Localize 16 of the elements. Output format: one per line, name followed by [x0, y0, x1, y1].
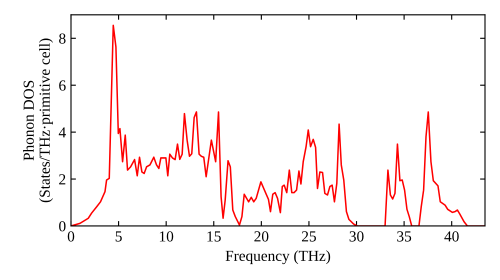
y-tick-label: 2 — [59, 174, 66, 184]
y-tick-label: 0 — [59, 221, 66, 232]
x-tick-label: 25 — [302, 231, 316, 242]
x-tick-label: 30 — [350, 231, 364, 242]
x-tick-label: 35 — [397, 231, 412, 242]
x-tick-label: 15 — [207, 231, 221, 242]
y-tick-label: 4 — [58, 127, 66, 138]
y-tick-label: 6 — [59, 80, 66, 91]
x-tick-label: 40 — [444, 231, 459, 242]
y-tick-label: 8 — [59, 33, 66, 44]
y-axis-title: Phonon DOS (States/THz·primitive cell) — [23, 38, 53, 202]
x-tick-label: 20 — [254, 231, 268, 242]
x-tick-label: 10 — [160, 231, 174, 242]
x-axis-title: Frequency (THz) — [226, 250, 330, 264]
x-tick-label: 5 — [116, 231, 122, 242]
x-tick-label: 0 — [68, 231, 74, 242]
